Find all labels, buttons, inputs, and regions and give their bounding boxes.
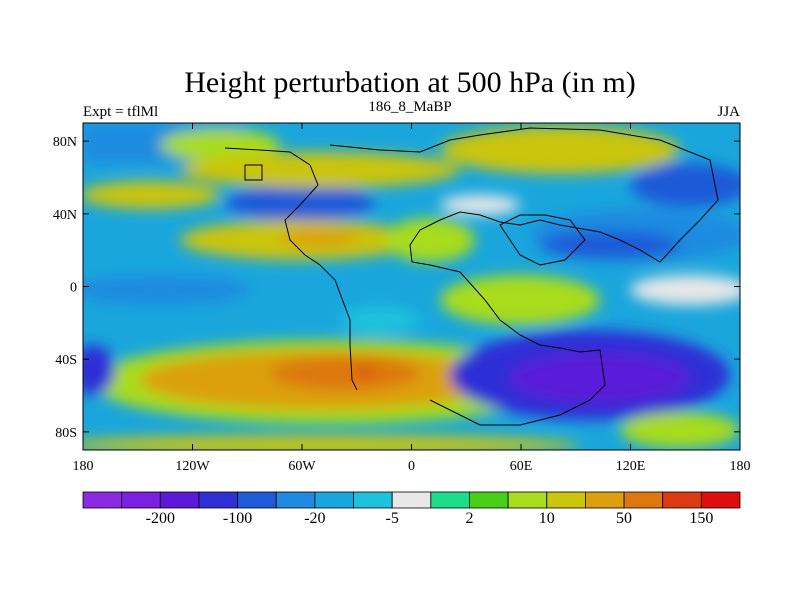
colorbar-box	[585, 491, 625, 509]
colorbar-label: 150	[689, 510, 713, 527]
band-europe-white	[440, 195, 520, 215]
band-ne-asia-trough	[630, 163, 740, 207]
band-indian-green	[440, 275, 600, 325]
band-namerica-trough	[225, 185, 375, 221]
colorbar-box	[314, 491, 354, 509]
lat-tick-label: 40S	[55, 353, 77, 368]
colorbar-box	[662, 491, 702, 509]
eurasia-africa-coastline	[329, 127, 719, 426]
lon-tick-label: 180	[730, 459, 751, 474]
colorbar-label: -200	[146, 510, 175, 527]
lon-tick-label: 0	[408, 459, 415, 474]
colorbar-box	[121, 491, 161, 509]
lon-tick-label: 120W	[175, 459, 210, 474]
band-natl-ridge-core	[280, 229, 360, 247]
lon-tick-label: 60E	[510, 459, 533, 474]
band-ant-green	[620, 412, 740, 448]
band-alaska-green	[160, 129, 280, 161]
band-arctic-yellow	[180, 152, 460, 188]
band-spac-west-trough	[83, 345, 115, 395]
colorbar-box	[430, 491, 470, 509]
colorbar-label: 50	[616, 510, 632, 527]
colorbar-label: 10	[539, 510, 555, 527]
left-string: Expt = tflMl	[83, 104, 158, 120]
band-atl-cyan	[340, 306, 420, 334]
colorbar-box	[353, 491, 393, 509]
colorbar-box	[159, 491, 200, 509]
band-sh-ridge-core	[270, 356, 420, 390]
colorbar-box	[391, 491, 432, 509]
americas-coastline	[224, 147, 358, 391]
colorbar-box	[700, 491, 741, 509]
contour-field	[83, 123, 740, 450]
contour-bands	[83, 123, 740, 450]
band-epac-blue	[83, 275, 250, 305]
colorbar-box	[198, 491, 238, 509]
lon-tick-label: 120E	[616, 459, 646, 474]
lon-tick-label: 60W	[288, 459, 316, 474]
colorbar-box	[623, 491, 664, 509]
right-string: JJA	[717, 104, 740, 120]
band-npac-core	[540, 231, 680, 259]
colorbar-box	[546, 491, 586, 509]
chart-title: Height perturbation at 500 hPa (in m)	[184, 66, 636, 99]
latitude-ticks: 80N 40N 0 40S 80S	[53, 135, 740, 441]
colorbar-box	[275, 491, 316, 509]
colorbar: -200 -100 -20 -5 2 10 50 150	[82, 491, 741, 527]
coastlines	[224, 127, 719, 426]
lat-tick-label: 80S	[55, 426, 77, 441]
band-siberia-ridge	[440, 126, 680, 174]
band-ant-yellow	[83, 435, 580, 450]
band-europe-green	[385, 218, 475, 262]
center-string: 186_8_MaBP	[368, 99, 451, 115]
colorbar-box	[82, 491, 123, 509]
colorbar-label: -100	[223, 510, 252, 527]
band-npac-yellow	[83, 181, 220, 209]
colorbar-box	[469, 491, 509, 509]
band-sio-core	[510, 353, 690, 403]
colorbar-box	[507, 491, 548, 509]
colorbar-label: -5	[386, 510, 399, 527]
colorbar-box	[237, 491, 277, 509]
longitude-ticks: 180 120W 60W 0 60E 120E 180	[73, 123, 751, 474]
lon-tick-label: 180	[73, 459, 94, 474]
asia-inland-sea	[499, 214, 586, 266]
colorbar-label: 2	[465, 510, 473, 527]
band-sh-ridge-max	[357, 367, 373, 377]
colorbar-label: -20	[304, 510, 325, 527]
greenland-lake	[244, 164, 263, 181]
lat-tick-label: 40N	[53, 208, 77, 223]
band-wpac-white	[630, 275, 740, 305]
lat-tick-label: 0	[70, 281, 77, 296]
lat-tick-label: 80N	[53, 135, 77, 150]
